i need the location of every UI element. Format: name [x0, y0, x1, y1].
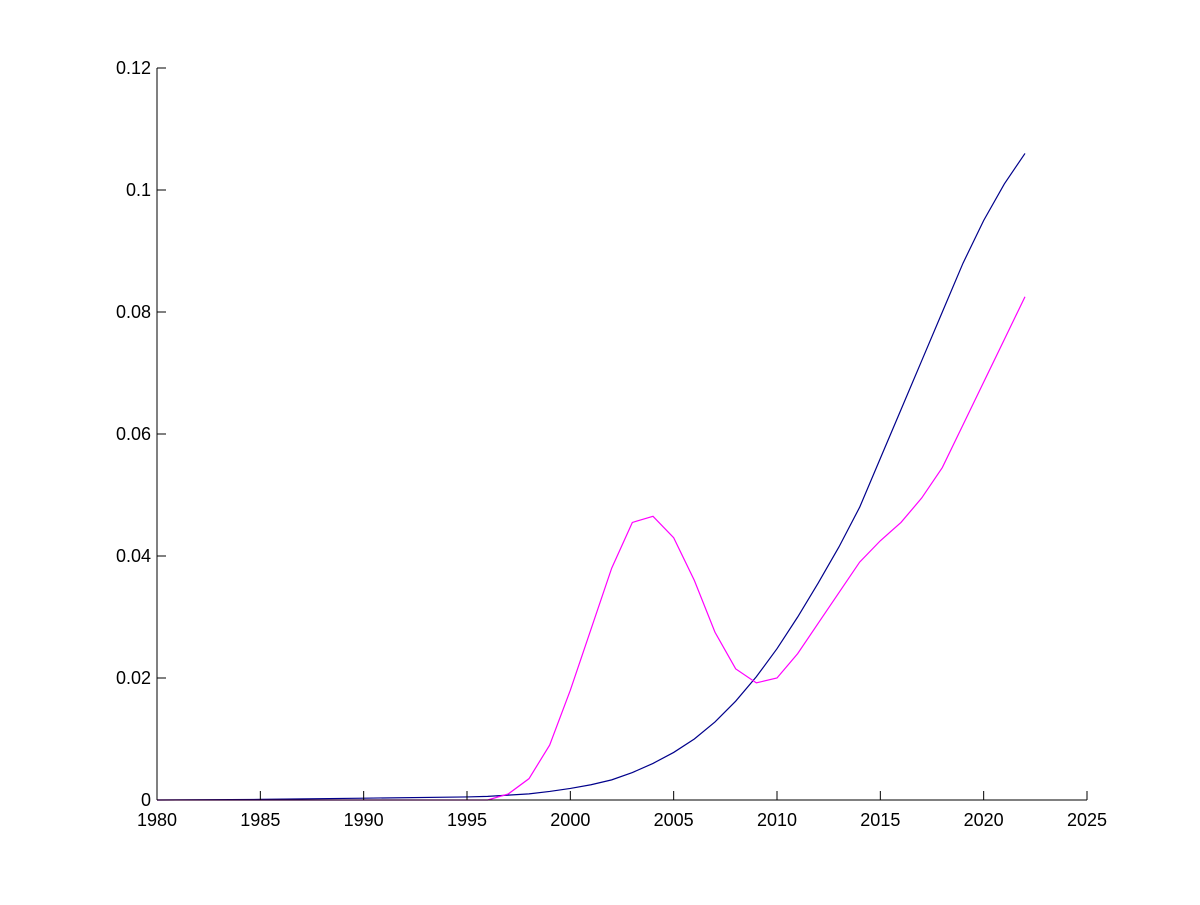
y-tick-label: 0	[141, 790, 151, 810]
x-tick-label: 2020	[964, 810, 1004, 830]
x-tick-label: 2015	[860, 810, 900, 830]
x-tick-label: 1985	[240, 810, 280, 830]
y-tick-label: 0.08	[116, 302, 151, 322]
x-tick-label: 2010	[757, 810, 797, 830]
x-tick-label: 1995	[447, 810, 487, 830]
y-tick-label: 0.06	[116, 424, 151, 444]
x-tick-label: 1980	[137, 810, 177, 830]
series-line-2	[157, 296, 1026, 801]
y-tick-label: 0.02	[116, 668, 151, 688]
x-tick-label: 1990	[344, 810, 384, 830]
y-tick-label: 0.1	[126, 180, 151, 200]
y-tick-label: 0.04	[116, 546, 151, 566]
y-tick-label: 0.12	[116, 58, 151, 78]
x-tick-label: 2005	[654, 810, 694, 830]
x-tick-label: 2000	[550, 810, 590, 830]
series-layer	[156, 153, 1026, 801]
x-tick-label: 2025	[1067, 810, 1107, 830]
series-line-1	[156, 153, 1026, 801]
axes-layer: 1980 1985 1990 1995 2000 2005 2010 2015 2020 2025…	[116, 58, 1107, 830]
